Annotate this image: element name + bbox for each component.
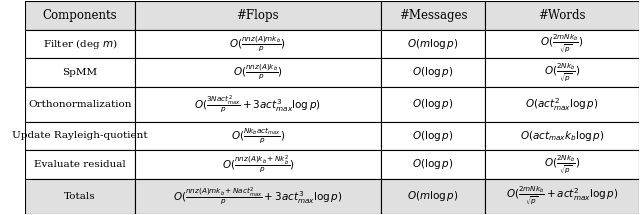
Bar	[24, 87, 135, 122]
Text: $O(\frac{3Nact_{max}^2}{p} + 3act_{max}^3 \log p)$: $O(\frac{3Nact_{max}^2}{p} + 3act_{max}^…	[195, 94, 321, 115]
Bar	[135, 1, 381, 30]
Bar	[485, 1, 639, 30]
Text: Evaluate residual: Evaluate residual	[34, 160, 125, 169]
Text: Filter (deg $m$): Filter (deg $m$)	[42, 37, 117, 51]
Bar	[24, 150, 135, 179]
Text: Orthonormalization: Orthonormalization	[28, 100, 132, 109]
Text: $O(m\log p)$: $O(m\log p)$	[407, 37, 459, 51]
Bar	[381, 122, 485, 150]
Bar	[381, 1, 485, 30]
Bar	[485, 30, 639, 58]
Text: SpMM: SpMM	[62, 68, 97, 77]
Text: #Flops: #Flops	[237, 9, 279, 22]
Text: Totals: Totals	[64, 192, 95, 201]
Text: $O(\frac{nnz(A)mk_b + Nact_{max}^2}{p} + 3act_{max}^3 \log p)$: $O(\frac{nnz(A)mk_b + Nact_{max}^2}{p} +…	[173, 186, 342, 207]
Text: $O(\log p)$: $O(\log p)$	[412, 66, 454, 80]
Bar	[381, 179, 485, 214]
Text: Components: Components	[42, 9, 117, 22]
Text: $O(\frac{nnz(A)k_b + Nk_b^2}{p})$: $O(\frac{nnz(A)k_b + Nk_b^2}{p})$	[221, 154, 294, 175]
Text: $O(\frac{nnz(A)mk_b}{p})$: $O(\frac{nnz(A)mk_b}{p})$	[229, 35, 286, 54]
Text: $O(\frac{2Nk_b}{\sqrt{p}})$: $O(\frac{2Nk_b}{\sqrt{p}})$	[544, 153, 580, 176]
Text: $O(\frac{2mNk_b}{\sqrt{p}} + act_{max}^2 \log p)$: $O(\frac{2mNk_b}{\sqrt{p}} + act_{max}^2…	[506, 185, 618, 207]
Bar	[485, 150, 639, 179]
Bar	[135, 179, 381, 214]
Bar	[381, 150, 485, 179]
Bar	[381, 58, 485, 87]
Bar	[135, 87, 381, 122]
Text: $O(\log p)$: $O(\log p)$	[412, 129, 454, 143]
Bar	[381, 87, 485, 122]
Text: $O(m\log p)$: $O(m\log p)$	[407, 189, 459, 203]
Bar	[135, 30, 381, 58]
Bar	[485, 179, 639, 214]
Bar	[135, 150, 381, 179]
Bar	[24, 1, 135, 30]
Bar	[485, 58, 639, 87]
Bar	[24, 179, 135, 214]
Bar	[135, 58, 381, 87]
Text: $O(\log p)$: $O(\log p)$	[412, 97, 454, 111]
Bar	[24, 58, 135, 87]
Text: Update Rayleigh-quotient: Update Rayleigh-quotient	[12, 131, 148, 140]
Text: $O(\frac{nnz(A)k_b}{p})$: $O(\frac{nnz(A)k_b}{p})$	[233, 63, 283, 82]
Text: #Messages: #Messages	[399, 9, 467, 22]
Bar	[381, 30, 485, 58]
Bar	[24, 30, 135, 58]
Text: $O(\frac{2mNk_b}{\sqrt{p}})$: $O(\frac{2mNk_b}{\sqrt{p}})$	[540, 33, 584, 55]
Text: $O(act_{max} k_b \log p)$: $O(act_{max} k_b \log p)$	[520, 129, 604, 143]
Bar	[24, 122, 135, 150]
Text: $O(act_{max}^2 \log p)$: $O(act_{max}^2 \log p)$	[525, 96, 598, 113]
Bar	[135, 122, 381, 150]
Text: #Words: #Words	[538, 9, 586, 22]
Bar	[485, 122, 639, 150]
Text: $O(\frac{Nk_b act_{max}}{p})$: $O(\frac{Nk_b act_{max}}{p})$	[231, 126, 285, 145]
Text: $O(\log p)$: $O(\log p)$	[412, 157, 454, 171]
Text: $O(\frac{2Nk_b}{\sqrt{p}})$: $O(\frac{2Nk_b}{\sqrt{p}})$	[544, 61, 580, 84]
Bar	[485, 87, 639, 122]
